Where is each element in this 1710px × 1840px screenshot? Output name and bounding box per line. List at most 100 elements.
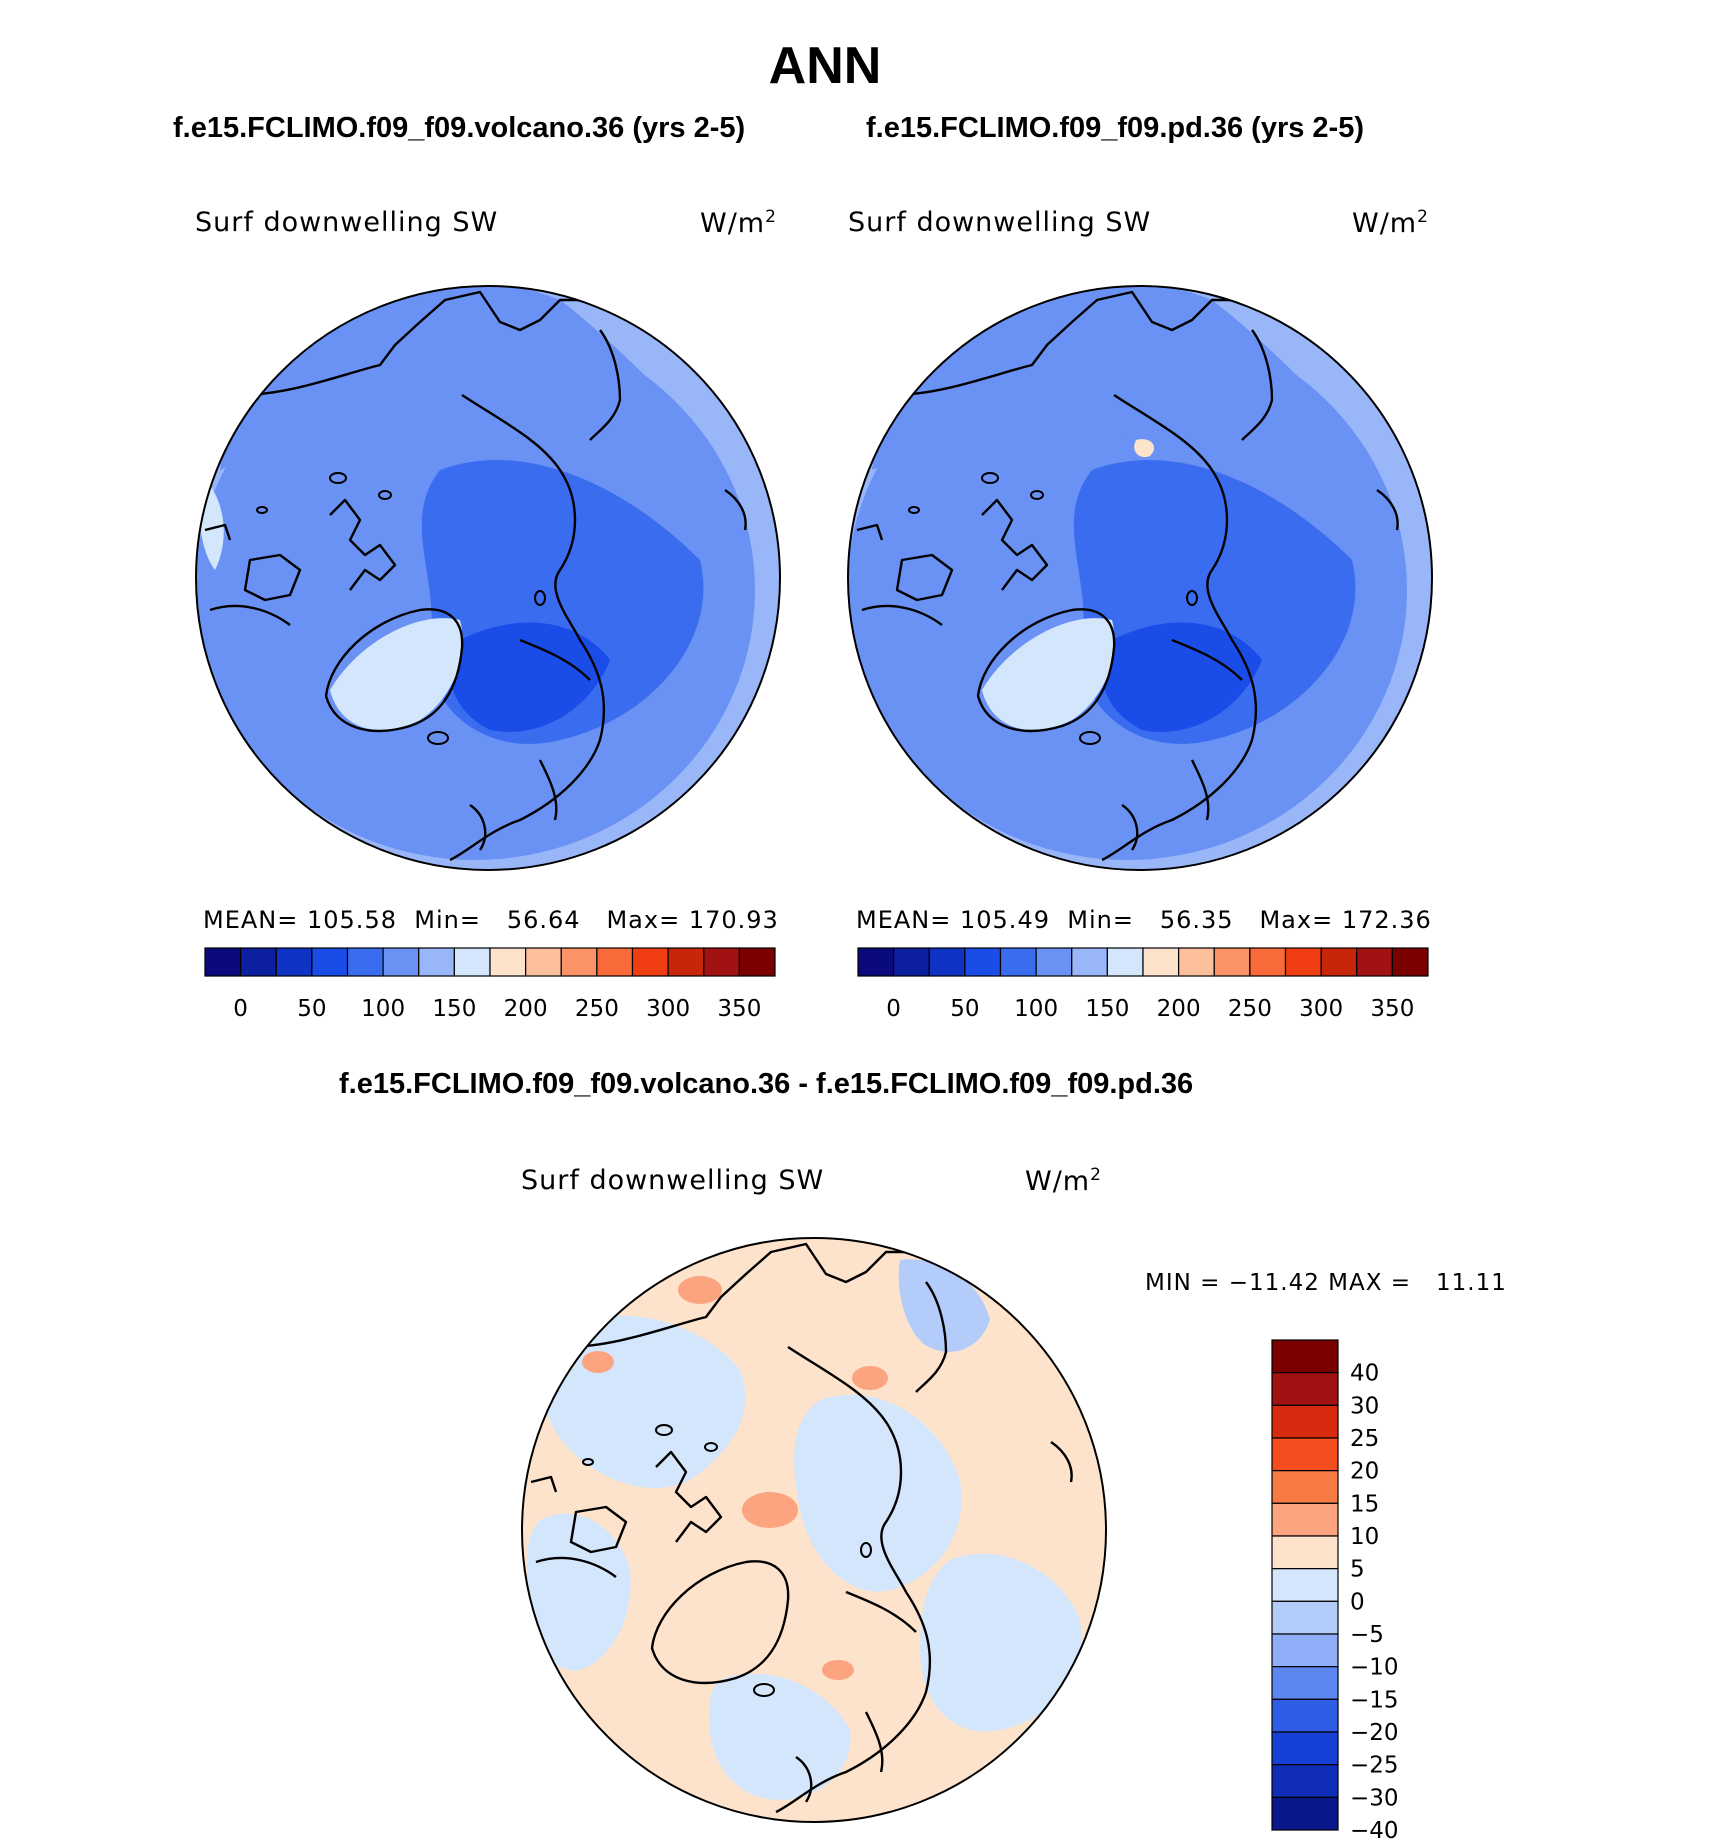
panel-2-colorbar: 0 50 100 150 200 250 300 350 [857,947,1429,1022]
diff-colorbar-box [1271,1698,1339,1733]
panel-1-colorbar-box [489,947,527,977]
panel-2-colorbar-box [1142,947,1180,977]
diff-colorbar-box [1271,1404,1339,1439]
panel-2-colorbar-box [1391,947,1429,977]
panel-2-colorbar-box [1071,947,1108,977]
diff-units-label: W/m2 [1025,1165,1102,1197]
panel-1-colorbar-label: 100 [361,996,405,1022]
panel-1-colorbar-box [667,947,705,977]
panel-2-colorbar-box [1284,947,1322,977]
panel-2-colorbar-label: 300 [1299,996,1343,1022]
diff-colorbar-label: −10 [1350,1655,1399,1681]
diff-fill-blue-d [526,1513,631,1671]
panel-1-colorbar-box [311,947,349,977]
diff-colorbar-box [1271,1372,1339,1406]
panel-2-colorbar-box [1249,947,1287,977]
diff-colorbar: 40 30 25 20 15 10 5 0 −5 −10 −15 −20 −25 −30 −40 [1271,1339,1399,1840]
panel-1-colorbar-box [703,947,740,977]
panel-2-warm-patch [1134,439,1155,458]
panel-1-fill-core [450,622,610,732]
panel-2-stats: MEAN= 105.49 Min= 56.35 Max= 172.36 [856,906,1432,934]
panel-1-boundary [195,285,781,871]
panel-1-colorbar-label: 150 [432,996,476,1022]
panel-1-colorbar-label: 50 [297,996,326,1022]
diff-colorbar-label: 5 [1350,1557,1365,1583]
diff-colorbar-box [1271,1731,1339,1766]
panel-2-islands [908,472,1198,745]
panel-1-units-label: W/m2 [700,207,777,239]
panel-2-units-label: W/m2 [1352,207,1429,239]
panel-1-colorbar-box [453,947,491,977]
diff-colorbar-label: −40 [1350,1818,1399,1840]
diff-fill-blue-b [794,1394,962,1592]
panel-1-colorbar-label: 300 [646,996,690,1022]
diff-colorbar-label: 10 [1350,1524,1379,1550]
diff-colorbar-label: −30 [1350,1785,1399,1811]
diff-fill-warm-c [582,1351,614,1373]
diff-fill-warm-a [678,1276,722,1304]
panel-1-colorbar-label: 350 [717,996,761,1022]
panel-1-colorbar-box [240,947,277,977]
panel-1-colorbar-box [275,947,313,977]
diff-colorbar-box [1271,1666,1339,1700]
diff-islands [582,1424,872,1697]
diff-minmax-label: MIN = −11.42 MAX = 11.11 [1145,1270,1507,1296]
diff-colorbar-box [1271,1437,1339,1472]
diff-fill-warm-d [852,1366,888,1390]
panel-2-case-title: f.e15.FCLIMO.f09_f09.pd.36 (yrs 2-5) [866,112,1364,144]
panel-2-greenland [982,618,1115,730]
diff-variable-label: Surf downwelling SW [521,1165,825,1196]
panel-1-variable-label: Surf downwelling SW [195,207,499,238]
panel-1-colorbar-box [418,947,455,977]
panel-2-variable-label: Surf downwelling SW [848,207,1152,238]
panel-2-fill-core [1102,622,1262,732]
figure-title: ANN [768,37,882,95]
panel-2-colorbar-box [893,947,930,977]
diff-colorbar-box [1271,1764,1339,1798]
panel-1-colorbar-box [204,947,242,977]
diff-colorbar-box [1271,1633,1339,1668]
diff-fill-warm-b [742,1492,798,1528]
panel-2-colorbar-label: 350 [1370,996,1414,1022]
panel-2-colorbar-box [1035,947,1073,977]
diff-colorbar-label: 20 [1350,1459,1379,1485]
panel-1-stats: MEAN= 105.58 Min= 56.64 Max= 170.93 [203,906,779,934]
diff-colorbar-box [1271,1470,1339,1504]
panel-2-map [848,286,1432,870]
diff-colorbar-label: 25 [1350,1426,1379,1452]
panel-1-colorbar-label: 250 [575,996,619,1022]
diff-colorbar-label: −25 [1350,1753,1399,1779]
panel-1-greenland [330,618,463,730]
panel-1-case-title: f.e15.FCLIMO.f09_f09.volcano.36 (yrs 2-5… [173,112,746,144]
panel-2-colorbar-label: 200 [1157,996,1201,1022]
panel-2-colorbar-box [1356,947,1393,977]
panel-2-colorbar-box [928,947,966,977]
diff-fill-warm-e [822,1660,854,1680]
panel-1-colorbar-label: 0 [233,996,248,1022]
panel-1-colorbar-box [560,947,598,977]
panel-2-colorbar-label: 250 [1228,996,1272,1022]
panel-1-colorbar-box [631,947,669,977]
panel-1-colorbar-box [738,947,776,977]
panel-2-colorbar-label: 0 [886,996,901,1022]
panel-2-colorbar-box [964,947,1002,977]
diff-title: f.e15.FCLIMO.f09_f09.volcano.36 - f.e15.… [339,1068,1194,1100]
diff-colorbar-box [1271,1502,1339,1537]
diff-colorbar-label: −15 [1350,1687,1399,1713]
panel-1-colorbar: 0 50 100 150 200 250 300 350 [204,947,776,1022]
panel-2-boundary [847,285,1433,871]
diff-map [522,1238,1106,1822]
panel-2-colorbar-label: 100 [1014,996,1058,1022]
diff-colorbar-label: −20 [1350,1720,1399,1746]
diff-fill-blue-c [920,1553,1082,1732]
diff-colorbar-label: 30 [1350,1393,1379,1419]
diff-colorbar-box [1271,1568,1339,1602]
diff-fill-blue-e [709,1673,851,1800]
diff-boundary [521,1237,1107,1823]
diff-colorbar-box [1271,1600,1339,1635]
panel-1-colorbar-box [346,947,384,977]
panel-2-colorbar-label: 150 [1085,996,1129,1022]
diff-colorbar-box [1271,1796,1339,1831]
panel-2-colorbar-label: 50 [950,996,979,1022]
